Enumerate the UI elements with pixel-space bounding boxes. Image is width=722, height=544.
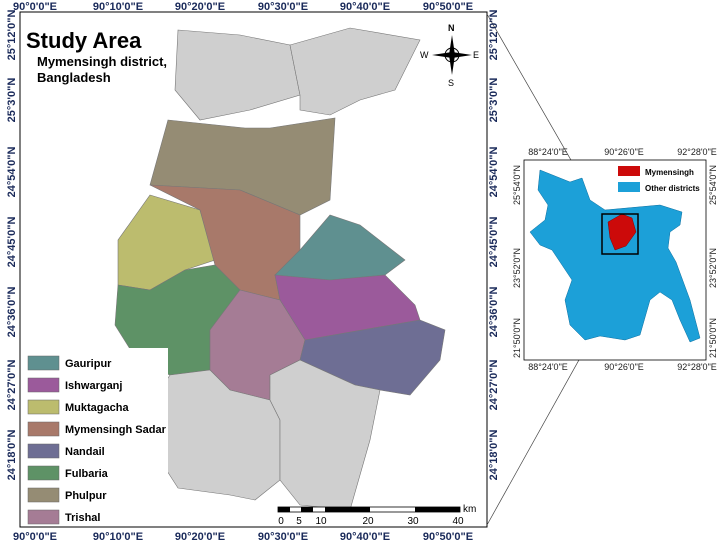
map-subtitle: Mymensingh district, bbox=[37, 54, 167, 69]
lat-label: 24°45'0"N bbox=[488, 217, 500, 268]
inset-lat-label: 23°52'0"N bbox=[708, 248, 718, 288]
legend-swatch bbox=[27, 355, 60, 371]
coordinate-labels: 90°0'0"E 90°10'0"E 90°20'0"E 90°30'0"E 90°40… bbox=[6, 1, 718, 543]
lon-label: 90°20'0"E bbox=[175, 1, 225, 13]
lat-label: 24°36'0"N bbox=[6, 287, 18, 338]
scale-seg bbox=[278, 507, 290, 512]
inset-lon-label: 90°26'0"E bbox=[604, 362, 644, 372]
legend-swatch bbox=[27, 399, 60, 415]
legend: Gauripur Ishwarganj Muktagacha Mymensingh S… bbox=[27, 355, 167, 525]
legend-swatch bbox=[27, 377, 60, 393]
inset-lat-label: 21°50'0"N bbox=[512, 318, 522, 358]
inset-lat-label: 25°54'0"N bbox=[708, 165, 718, 205]
lat-label: 25°12'0"N bbox=[488, 10, 500, 61]
legend-swatch bbox=[27, 465, 60, 481]
region-gray bbox=[289, 27, 421, 116]
compass-label: N bbox=[448, 23, 455, 33]
legend-swatch bbox=[27, 443, 60, 459]
inset-lat-label: 23°52'0"N bbox=[512, 248, 522, 288]
lon-label: 90°30'0"E bbox=[258, 1, 308, 13]
north-arrow: N S E W bbox=[420, 23, 479, 88]
scale-tick-label: 40 bbox=[452, 516, 464, 527]
bangladesh-shape bbox=[529, 169, 701, 343]
scale-tick-label: 30 bbox=[407, 516, 419, 527]
map-subtitle: Bangladesh bbox=[37, 70, 111, 85]
legend-label: Gauripur bbox=[65, 358, 112, 370]
legend-swatch bbox=[27, 487, 60, 503]
inset-lon-label: 92°28'0"E bbox=[677, 147, 717, 157]
legend-swatch bbox=[27, 421, 60, 437]
legend-label: Ishwarganj bbox=[65, 380, 122, 392]
lat-label: 24°54'0"N bbox=[6, 147, 18, 198]
inset-lon-label: 88°24'0"E bbox=[528, 147, 568, 157]
lat-label: 24°27'0"N bbox=[488, 360, 500, 411]
lon-label: 90°0'0"E bbox=[13, 531, 57, 543]
scale-seg bbox=[415, 507, 460, 512]
lon-label: 90°50'0"E bbox=[423, 531, 473, 543]
lon-label: 90°40'0"E bbox=[340, 531, 390, 543]
lon-label: 90°10'0"E bbox=[93, 1, 143, 13]
scale-tick-label: 10 bbox=[315, 516, 327, 527]
legend-label: Mymensingh Sadar bbox=[65, 424, 167, 436]
compass-label: E bbox=[473, 50, 479, 60]
districts bbox=[114, 27, 446, 511]
lat-label: 25°12'0"N bbox=[6, 10, 18, 61]
inset-legend-label: Mymensingh bbox=[645, 168, 694, 177]
map-title: Study Area bbox=[26, 28, 142, 53]
inset-legend-swatch bbox=[618, 182, 640, 192]
lat-label: 24°36'0"N bbox=[488, 287, 500, 338]
legend-label: Muktagacha bbox=[65, 402, 129, 414]
inset-lat-label: 25°54'0"N bbox=[512, 165, 522, 205]
inset-lat-label: 21°50'0"N bbox=[708, 318, 718, 358]
legend-swatch bbox=[27, 509, 60, 525]
lon-label: 90°10'0"E bbox=[93, 531, 143, 543]
lon-label: 90°30'0"E bbox=[258, 531, 308, 543]
inset-lon-label: 88°24'0"E bbox=[528, 362, 568, 372]
inset-lon-label: 92°28'0"E bbox=[677, 362, 717, 372]
inset-legend-swatch bbox=[618, 166, 640, 176]
inset-lon-label: 90°26'0"E bbox=[604, 147, 644, 157]
lon-label: 90°50'0"E bbox=[423, 1, 473, 13]
lat-label: 25°3'0"N bbox=[488, 78, 500, 123]
lat-label: 24°45'0"N bbox=[6, 217, 18, 268]
inset-legend-label: Other districts bbox=[645, 184, 700, 193]
lon-label: 90°40'0"E bbox=[340, 1, 390, 13]
legend-label: Fulbaria bbox=[65, 468, 109, 480]
compass-needle bbox=[432, 52, 472, 58]
legend-label: Phulpur bbox=[65, 490, 107, 502]
scale-tick-label: 20 bbox=[362, 516, 374, 527]
region-gray bbox=[174, 29, 301, 121]
lon-label: 90°0'0"E bbox=[13, 1, 57, 13]
scale-bar: km 0 5 10 20 30 40 bbox=[277, 504, 476, 527]
scale-seg bbox=[325, 507, 370, 512]
lat-label: 24°18'0"N bbox=[6, 430, 18, 481]
inset-legend: Mymensingh Other districts bbox=[618, 166, 700, 193]
scale-unit: km bbox=[463, 504, 476, 515]
lon-label: 90°20'0"E bbox=[175, 531, 225, 543]
lat-label: 24°18'0"N bbox=[488, 430, 500, 481]
legend-label: Trishal bbox=[65, 512, 100, 524]
lat-label: 24°27'0"N bbox=[6, 360, 18, 411]
compass-label: W bbox=[420, 50, 429, 60]
lat-label: 25°3'0"N bbox=[6, 78, 18, 123]
locator-box bbox=[601, 213, 639, 255]
lat-label: 24°54'0"N bbox=[488, 147, 500, 198]
scale-tick-label: 5 bbox=[296, 516, 302, 527]
scale-tick-label: 0 bbox=[278, 516, 284, 527]
scale-seg bbox=[301, 507, 313, 512]
legend-label: Nandail bbox=[65, 446, 105, 458]
compass-label: S bbox=[448, 78, 454, 88]
